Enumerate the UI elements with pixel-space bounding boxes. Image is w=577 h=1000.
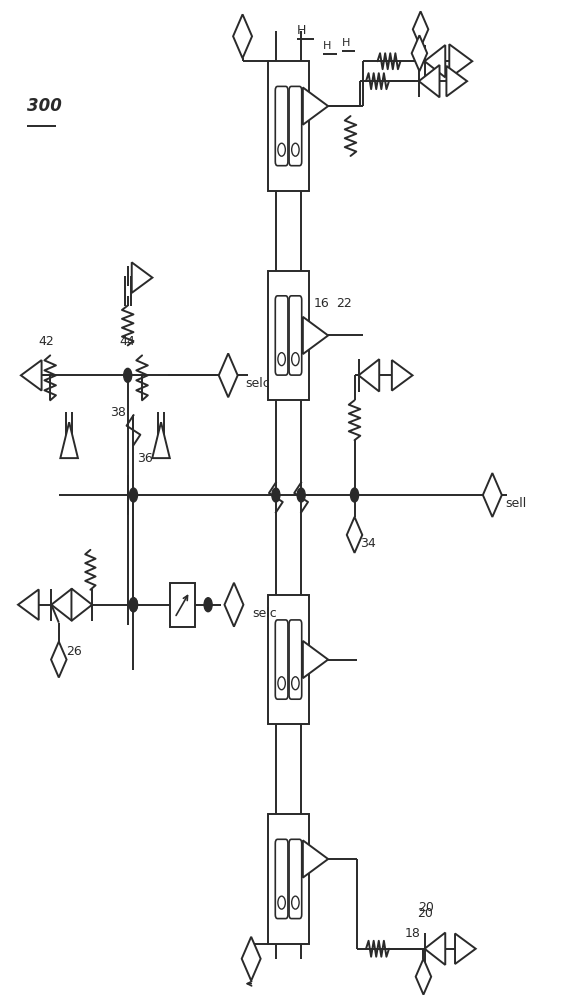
FancyBboxPatch shape bbox=[275, 296, 288, 375]
FancyBboxPatch shape bbox=[289, 296, 302, 375]
Circle shape bbox=[204, 598, 212, 612]
FancyBboxPatch shape bbox=[289, 839, 302, 919]
Polygon shape bbox=[233, 14, 252, 58]
FancyBboxPatch shape bbox=[275, 620, 288, 699]
Text: H: H bbox=[342, 38, 350, 48]
Polygon shape bbox=[51, 642, 66, 678]
Polygon shape bbox=[413, 11, 428, 47]
Polygon shape bbox=[18, 589, 39, 620]
Circle shape bbox=[129, 598, 137, 612]
Text: sell: sell bbox=[505, 497, 527, 510]
Bar bbox=[268, 814, 309, 944]
Circle shape bbox=[278, 896, 286, 909]
Circle shape bbox=[291, 896, 299, 909]
Polygon shape bbox=[347, 517, 362, 553]
Text: 20: 20 bbox=[417, 907, 433, 920]
Polygon shape bbox=[51, 589, 72, 621]
Polygon shape bbox=[224, 583, 243, 627]
Polygon shape bbox=[419, 65, 440, 97]
Polygon shape bbox=[21, 360, 42, 391]
Circle shape bbox=[350, 488, 358, 502]
Circle shape bbox=[129, 598, 137, 612]
Polygon shape bbox=[425, 933, 445, 965]
Polygon shape bbox=[61, 422, 78, 458]
Text: 26: 26 bbox=[66, 645, 81, 658]
Text: 18: 18 bbox=[405, 927, 421, 940]
Bar bbox=[268, 61, 309, 191]
Polygon shape bbox=[303, 317, 328, 354]
Polygon shape bbox=[72, 589, 92, 621]
Text: selc: selc bbox=[245, 377, 270, 390]
Text: 42: 42 bbox=[39, 335, 54, 348]
Circle shape bbox=[129, 488, 137, 502]
Circle shape bbox=[291, 353, 299, 366]
Text: 38: 38 bbox=[110, 406, 126, 419]
Text: 22: 22 bbox=[336, 297, 352, 310]
Polygon shape bbox=[415, 959, 431, 995]
Polygon shape bbox=[358, 359, 379, 392]
Text: H: H bbox=[297, 24, 306, 37]
Circle shape bbox=[291, 143, 299, 156]
Polygon shape bbox=[455, 933, 475, 964]
Polygon shape bbox=[303, 87, 328, 125]
Polygon shape bbox=[219, 353, 238, 397]
Polygon shape bbox=[242, 937, 261, 981]
Bar bbox=[268, 271, 309, 400]
Polygon shape bbox=[411, 35, 427, 71]
Polygon shape bbox=[449, 44, 472, 78]
FancyBboxPatch shape bbox=[289, 86, 302, 166]
Text: H: H bbox=[323, 41, 331, 51]
Text: 20: 20 bbox=[418, 901, 434, 914]
Circle shape bbox=[278, 353, 286, 366]
Polygon shape bbox=[132, 262, 152, 293]
Polygon shape bbox=[303, 641, 328, 678]
Bar bbox=[268, 595, 309, 724]
Circle shape bbox=[278, 143, 286, 156]
Text: selc: selc bbox=[252, 607, 277, 620]
Polygon shape bbox=[447, 66, 467, 96]
Circle shape bbox=[297, 488, 305, 502]
Polygon shape bbox=[425, 45, 445, 77]
Text: 34: 34 bbox=[360, 537, 376, 550]
Text: 16: 16 bbox=[313, 297, 329, 310]
Circle shape bbox=[291, 677, 299, 690]
FancyBboxPatch shape bbox=[275, 839, 288, 919]
Circle shape bbox=[278, 677, 286, 690]
Text: 300: 300 bbox=[27, 97, 62, 115]
Circle shape bbox=[272, 488, 280, 502]
Polygon shape bbox=[152, 422, 170, 458]
Text: 44: 44 bbox=[119, 335, 135, 348]
Polygon shape bbox=[392, 360, 413, 391]
Text: 36: 36 bbox=[137, 452, 153, 465]
FancyBboxPatch shape bbox=[275, 86, 288, 166]
Circle shape bbox=[123, 368, 132, 382]
FancyBboxPatch shape bbox=[289, 620, 302, 699]
Polygon shape bbox=[303, 840, 328, 878]
Polygon shape bbox=[483, 473, 502, 517]
Bar bbox=[170, 583, 195, 627]
